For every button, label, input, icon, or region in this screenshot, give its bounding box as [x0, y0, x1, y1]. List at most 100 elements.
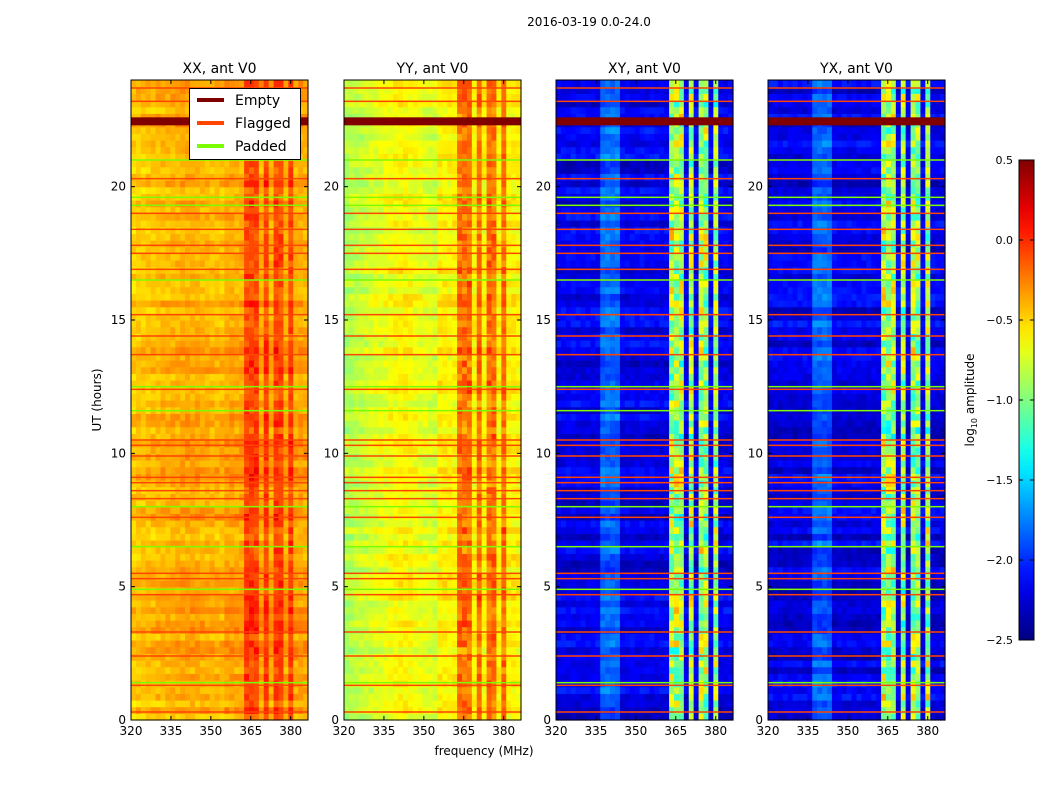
heatmap-cell	[234, 466, 240, 474]
heatmap-cell	[344, 506, 350, 514]
heatmap-cell	[462, 546, 468, 554]
heatmap-cell	[194, 340, 201, 348]
heatmap-cell	[283, 240, 289, 248]
heatmap-cell	[258, 320, 265, 328]
heatmap-cell	[140, 300, 147, 308]
heatmap-cell	[229, 453, 235, 461]
heatmap-cell	[175, 126, 181, 134]
heatmap-cell	[204, 533, 211, 541]
heatmap-cell	[160, 500, 167, 508]
heatmap-cell	[288, 620, 294, 628]
heatmap-cell	[258, 613, 265, 621]
heatmap-cell	[131, 466, 137, 474]
heatmap-cell	[180, 573, 186, 581]
heatmap-cell	[491, 653, 498, 661]
heatmap-cell	[283, 573, 289, 581]
heatmap-cell	[481, 633, 488, 641]
heatmap-cell	[219, 506, 226, 514]
heatmap-cell	[229, 506, 235, 514]
heatmap-cell	[209, 640, 216, 648]
heatmap-cell	[358, 666, 365, 674]
heatmap-cell	[180, 613, 186, 621]
heatmap-cell	[466, 566, 473, 574]
heatmap-cell	[190, 613, 196, 621]
heatmap-cell	[293, 173, 299, 181]
heatmap-cell	[353, 506, 360, 514]
heatmap-cell	[363, 460, 370, 468]
heatmap-cell	[432, 653, 439, 661]
heatmap-cell	[170, 600, 176, 608]
heatmap-cell	[209, 400, 216, 408]
heatmap-cell	[214, 666, 221, 674]
heatmap-cell	[293, 293, 299, 301]
heatmap-cell	[273, 220, 280, 228]
heatmap-cell	[383, 453, 389, 461]
heatmap-cell	[185, 346, 191, 354]
heatmap-cell	[131, 300, 137, 308]
heatmap-cell	[185, 306, 191, 314]
heatmap-cell	[165, 600, 171, 608]
heatmap-cell	[303, 480, 309, 488]
heatmap-cell	[283, 253, 289, 261]
heatmap-cell	[160, 680, 167, 688]
heatmap-cell	[278, 353, 285, 361]
heatmap-cell	[135, 386, 142, 394]
heatmap-cell	[303, 360, 309, 368]
heatmap-cell	[263, 566, 270, 574]
heatmap-cell	[442, 546, 448, 554]
heatmap-cell	[253, 673, 260, 681]
heatmap-cell	[160, 480, 167, 488]
heatmap-cell	[209, 466, 216, 474]
heatmap-cell	[135, 613, 142, 621]
heatmap-cell	[258, 306, 265, 314]
heatmap-cell	[471, 493, 478, 501]
heatmap-cell	[145, 113, 152, 121]
heatmap-cell	[278, 593, 285, 601]
heatmap-cell	[160, 453, 167, 461]
heatmap-cell	[303, 200, 309, 208]
heatmap-cell	[378, 553, 384, 561]
heatmap-cell	[383, 520, 389, 528]
heatmap-cell	[190, 713, 196, 721]
heatmap-cell	[131, 340, 137, 348]
heatmap-cell	[457, 613, 463, 621]
heatmap-cell	[298, 606, 304, 614]
heatmap-cell	[452, 506, 458, 514]
heatmap-cell	[224, 426, 230, 434]
heatmap-cell	[209, 606, 216, 614]
heatmap-cell	[155, 620, 162, 628]
heatmap-cell	[204, 553, 211, 561]
heatmap-cell	[175, 280, 181, 288]
heatmap-cell	[447, 566, 453, 574]
heatmap-cell	[131, 666, 137, 674]
heatmap-cell	[239, 500, 245, 508]
heatmap-cell	[145, 380, 152, 388]
heatmap-cell	[229, 586, 235, 594]
heatmap-cell	[368, 653, 375, 661]
heatmap-cell	[417, 526, 424, 534]
heatmap-cell	[278, 713, 285, 721]
heatmap-cell	[219, 253, 226, 261]
heatmap-cell	[496, 500, 502, 508]
heatmap-cell	[175, 633, 181, 641]
heatmap-cell	[263, 653, 270, 661]
heatmap-cell	[204, 706, 211, 714]
heatmap-cell	[288, 480, 294, 488]
heatmap-cell	[407, 480, 414, 488]
heatmap-cell	[268, 640, 275, 648]
heatmap-cell	[407, 540, 414, 548]
heatmap-cell	[244, 293, 250, 301]
heatmap-cell	[383, 560, 389, 568]
heatmap-cell	[398, 566, 404, 574]
heatmap-cell	[190, 593, 196, 601]
heatmap-cell	[491, 693, 498, 701]
heatmap-cell	[462, 693, 468, 701]
heatmap-cell	[293, 186, 299, 194]
heatmap-cell	[219, 400, 226, 408]
heatmap-cell	[199, 500, 206, 508]
heatmap-cell	[412, 560, 419, 568]
heatmap-cell	[471, 700, 478, 708]
heatmap-cell	[378, 460, 384, 468]
heatmap-cell	[249, 546, 255, 554]
heatmap-cell	[160, 160, 167, 168]
